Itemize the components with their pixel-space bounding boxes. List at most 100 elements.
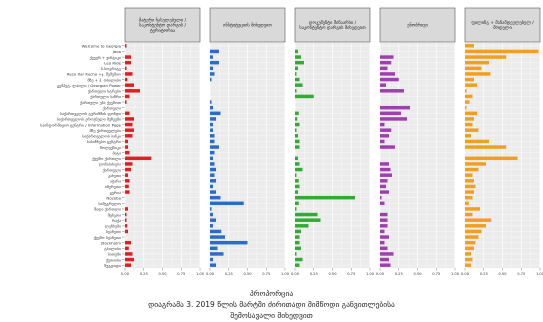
bar bbox=[295, 179, 299, 183]
bar bbox=[465, 179, 474, 183]
bar bbox=[295, 263, 300, 267]
x-tick-label: 0.50 bbox=[498, 272, 507, 276]
bar bbox=[210, 173, 215, 177]
bar bbox=[465, 263, 471, 267]
x-tick-label: 0.50 bbox=[328, 272, 337, 276]
facet-title: ფილინგ + მანამდეულებელ / bbox=[471, 19, 534, 26]
category-label: ქართული ბაზრი bbox=[90, 94, 121, 99]
bar bbox=[465, 134, 471, 138]
category-label: ქვევრ + ვინტიკი bbox=[90, 55, 121, 60]
bar bbox=[380, 128, 392, 132]
category-label: ზუგდიდი bbox=[104, 263, 121, 268]
bar bbox=[210, 257, 213, 262]
x-tick-label: 0.00 bbox=[376, 272, 385, 276]
facet-title: ენობრივი bbox=[407, 22, 428, 29]
bar bbox=[465, 105, 467, 110]
bar bbox=[125, 145, 128, 149]
bar bbox=[380, 263, 391, 267]
bar bbox=[125, 179, 130, 183]
bar bbox=[125, 134, 133, 138]
bar bbox=[125, 66, 127, 71]
bar bbox=[210, 179, 216, 183]
bar bbox=[210, 77, 212, 82]
bar bbox=[380, 167, 391, 172]
bar bbox=[295, 162, 300, 166]
bar bbox=[380, 72, 395, 76]
bar bbox=[295, 49, 298, 54]
bar bbox=[465, 111, 477, 116]
bar bbox=[380, 218, 388, 222]
facet-title: დოკუმენტი შინაარსი / bbox=[309, 19, 357, 26]
bar bbox=[465, 201, 469, 206]
x-tick-label: 0.75 bbox=[177, 272, 185, 276]
x-tick-label: 0.25 bbox=[140, 272, 148, 276]
bar bbox=[295, 190, 298, 194]
bar bbox=[210, 195, 221, 200]
category-label: Jeoo bbox=[112, 49, 122, 54]
bar bbox=[295, 195, 355, 200]
category-label: ქვემო ქართლი bbox=[92, 156, 121, 161]
category-label: Welcome to Georgia bbox=[82, 44, 122, 49]
bar bbox=[295, 72, 297, 76]
bar bbox=[295, 117, 298, 121]
bar bbox=[210, 122, 213, 127]
bar bbox=[210, 134, 215, 138]
bar bbox=[465, 44, 474, 48]
category-label: ღონისძიება bbox=[99, 162, 121, 167]
bar bbox=[465, 100, 470, 104]
bar bbox=[295, 173, 297, 177]
bar bbox=[210, 240, 248, 245]
bar bbox=[210, 201, 244, 206]
bar bbox=[125, 218, 127, 222]
bar bbox=[465, 66, 482, 71]
category-label: გურია bbox=[110, 190, 121, 195]
bar bbox=[295, 156, 298, 161]
bar bbox=[295, 246, 301, 251]
bar bbox=[465, 49, 539, 54]
bar bbox=[295, 229, 301, 234]
category-label: ქართული bbox=[103, 167, 121, 172]
bar bbox=[210, 229, 222, 234]
bar bbox=[465, 55, 507, 59]
bar bbox=[465, 218, 492, 222]
category-label: საქართველოს ბანკი bbox=[82, 134, 121, 139]
bar bbox=[465, 89, 467, 93]
bar bbox=[210, 218, 216, 222]
facet-title: საკონტენტო დარგის მიხედვით bbox=[299, 24, 366, 31]
bar bbox=[380, 83, 386, 87]
category-label: ქართული ენა ქვემოთ bbox=[80, 100, 121, 105]
bar bbox=[125, 212, 127, 217]
bar bbox=[125, 100, 127, 104]
bar bbox=[295, 252, 297, 256]
bar bbox=[125, 122, 133, 127]
category-label: მზე ქართველები bbox=[90, 128, 122, 133]
bar bbox=[210, 207, 212, 211]
bar bbox=[295, 111, 299, 116]
bar bbox=[295, 66, 298, 71]
category-label: მოლექსიკი bbox=[100, 145, 121, 150]
bar bbox=[210, 145, 219, 149]
bar bbox=[380, 195, 382, 200]
bar bbox=[125, 240, 131, 245]
x-tick-label: 0.25 bbox=[225, 272, 233, 276]
bar bbox=[380, 246, 388, 251]
x-tick-label: 0.75 bbox=[432, 272, 440, 276]
bar bbox=[125, 167, 131, 172]
bar bbox=[125, 207, 128, 211]
category-label: ქვემო სვანეთი bbox=[94, 235, 121, 240]
x-tick-label: 0.00 bbox=[206, 272, 215, 276]
bar bbox=[210, 49, 219, 54]
bar bbox=[380, 179, 388, 183]
facet-strip bbox=[379, 7, 456, 43]
bar bbox=[380, 134, 389, 138]
x-tick-label: 0.75 bbox=[347, 272, 355, 276]
x-tick-label: 0.75 bbox=[517, 272, 525, 276]
bar bbox=[125, 117, 134, 121]
bar bbox=[465, 212, 473, 217]
bar bbox=[380, 60, 392, 65]
bar bbox=[125, 150, 130, 155]
bar bbox=[465, 195, 473, 200]
bar bbox=[210, 60, 219, 65]
category-label: ქართული სტრესი bbox=[88, 89, 121, 94]
bar bbox=[380, 77, 399, 82]
